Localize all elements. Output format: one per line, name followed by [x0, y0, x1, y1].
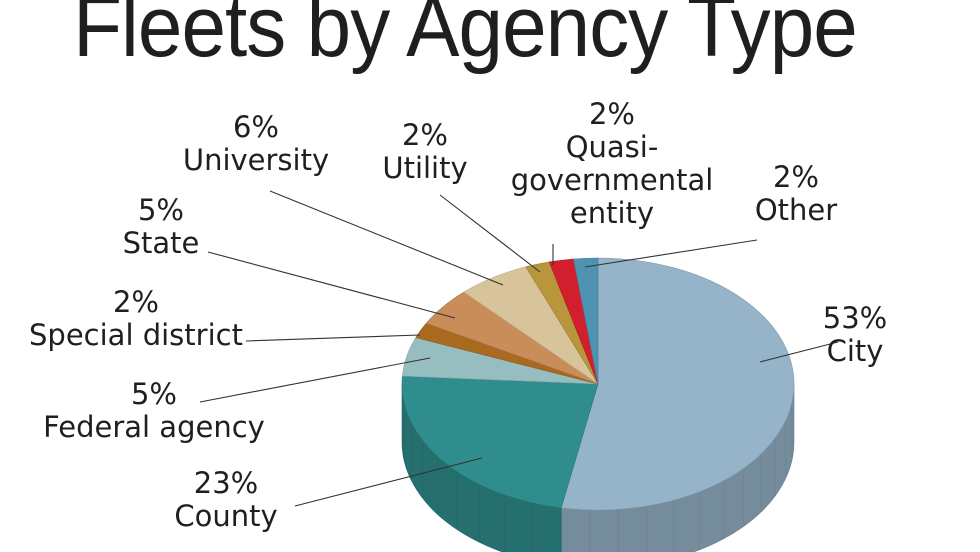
data-label-pct-state: 5% [138, 193, 184, 227]
data-label-name-special-district: Special district [29, 318, 243, 352]
data-label-name-quasi-governmental-entity: entity [570, 196, 654, 230]
data-label-name-state: State [123, 226, 200, 260]
data-label-pct-city: 53% [823, 301, 887, 335]
data-label-pct-special-district: 2% [113, 285, 159, 319]
data-label-name-federal-agency: Federal agency [43, 410, 265, 444]
leader-line-state [207, 251, 456, 319]
leader-line-utility [439, 194, 541, 273]
data-label-name-utility: Utility [382, 151, 467, 185]
data-label-name-university: University [183, 143, 329, 177]
data-label-name-quasi-governmental-entity: governmental [511, 163, 714, 197]
pie-slice-county [401, 375, 599, 509]
data-label-pct-quasi-governmental-entity: 2% [589, 97, 635, 131]
data-label-name-city: City [827, 334, 884, 368]
pie-top-group [401, 257, 795, 511]
chart-title: Fleets by Agency Type [73, 0, 858, 75]
leader-line-city [759, 341, 839, 363]
pie-side-group [401, 383, 795, 552]
pie-slice-other [573, 257, 599, 385]
leader-line-university [269, 190, 504, 286]
leader-line-special-district [245, 334, 421, 342]
leader-line-other [584, 239, 758, 268]
data-label-pct-university: 6% [233, 110, 279, 144]
data-label-name-quasi-governmental-entity: Quasi- [566, 130, 659, 164]
data-label-pct-other: 2% [773, 160, 819, 194]
data-label-pct-utility: 2% [402, 118, 448, 152]
data-label-name-other: Other [755, 193, 837, 227]
data-label-pct-federal-agency: 5% [131, 377, 177, 411]
pie-slice-city [560, 257, 795, 511]
data-label-name-county: County [174, 499, 277, 533]
leader-line-county [294, 457, 483, 507]
leader-line-federal-agency [199, 357, 431, 403]
data-label-pct-county: 23% [194, 466, 258, 500]
